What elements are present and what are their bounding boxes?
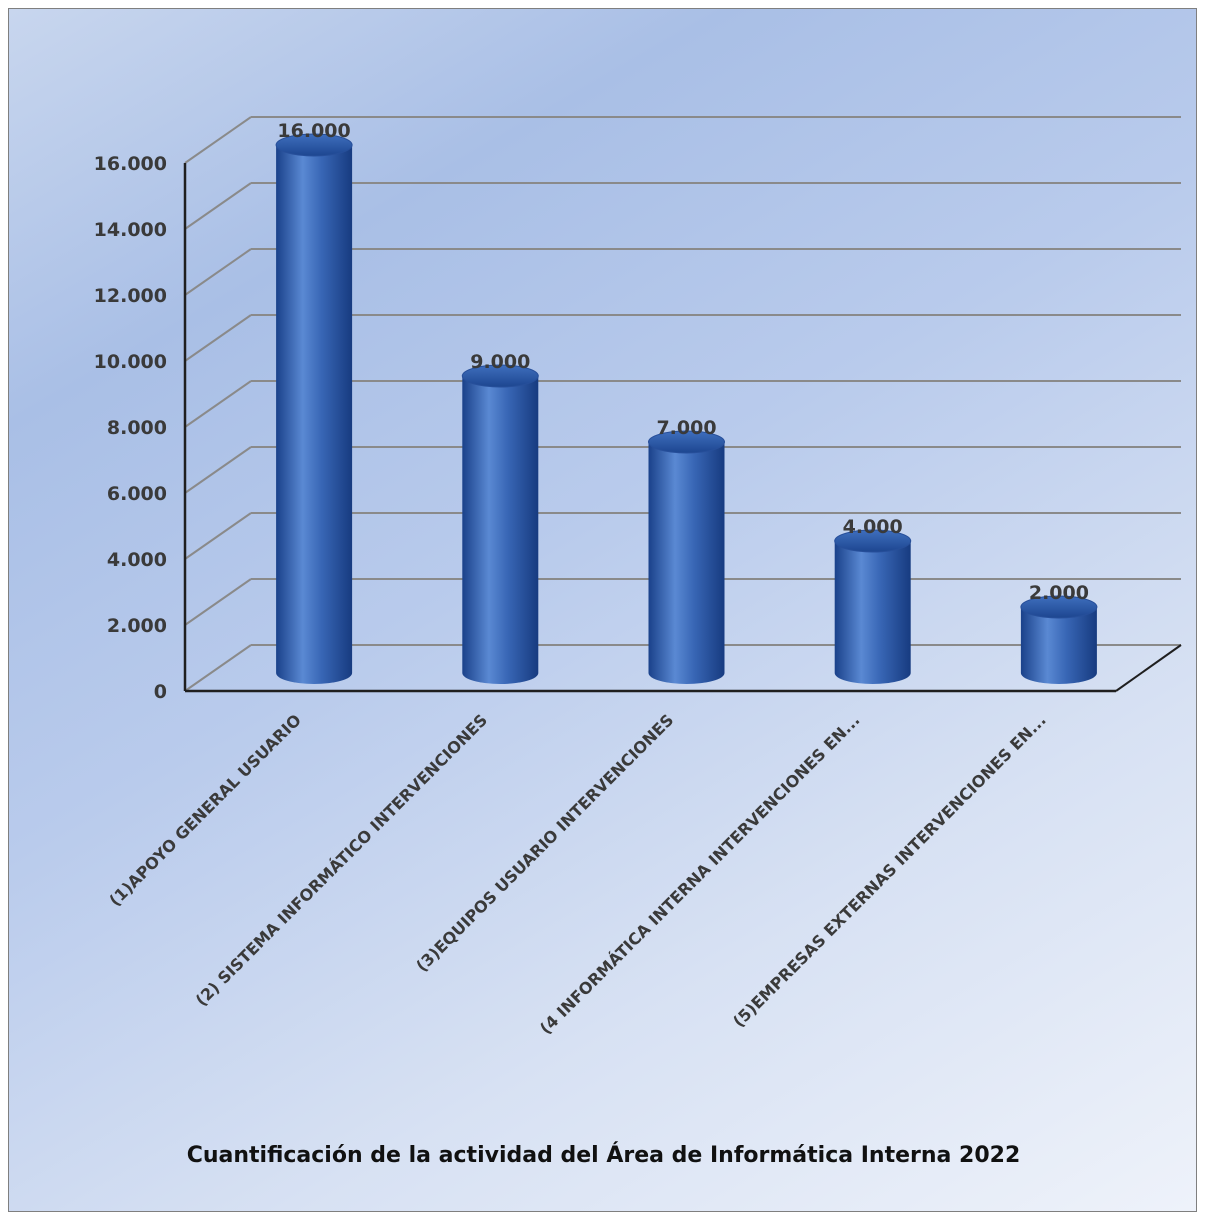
y-tick-label: 14.000 [94, 219, 167, 241]
bar [1020, 595, 1098, 685]
value-labels: 16.000 9.000 7.000 4.000 2.000 [277, 120, 1089, 604]
y-tick-label: 2.000 [107, 615, 167, 637]
bar [648, 430, 725, 685]
bar-cap [275, 133, 353, 157]
bar-cap [1020, 595, 1098, 619]
value-label: 7.000 [656, 417, 716, 439]
gridline-depth [184, 380, 252, 428]
bar-body [648, 442, 725, 685]
gridline-depth [184, 314, 252, 362]
category-label: (1)APOYO GENERAL USUARIO [105, 710, 305, 910]
gridline-depth [184, 578, 252, 626]
value-label: 2.000 [1029, 582, 1089, 604]
gridline-depth [184, 512, 252, 560]
value-label: 9.000 [470, 351, 530, 373]
gridline-depth [184, 446, 252, 494]
chart-frame: 0 2.000 4.000 6.000 8.000 10.000 12.000 14.000 1… [8, 8, 1197, 1212]
y-tick-label: 6.000 [107, 483, 167, 505]
y-tick-label: 4.000 [107, 549, 167, 571]
bar-body [834, 541, 911, 685]
bar-cap [648, 430, 725, 454]
bar [834, 529, 912, 685]
bars [275, 133, 1098, 685]
y-tick-label: 10.000 [94, 351, 167, 373]
gridline-depth [184, 116, 252, 164]
bar [461, 364, 539, 685]
bar [275, 133, 353, 685]
category-label: (4 INFORMÁTICA INTERNA INTERVENCIONES EN… [536, 710, 864, 1038]
y-tick-label: 8.000 [107, 417, 167, 439]
gridline-depth [184, 644, 252, 692]
bar-body [276, 145, 353, 685]
chart-plot: 0 2.000 4.000 6.000 8.000 10.000 12.000 14.000 1… [94, 116, 1182, 1038]
floor-edge [1115, 644, 1182, 692]
category-label: (5)EMPRESAS EXTERNAS INTERVENCIONES EN..… [729, 710, 1050, 1031]
bar-body [462, 376, 539, 685]
value-label: 16.000 [277, 120, 350, 142]
bar-cap [834, 529, 912, 553]
y-tick-label: 16.000 [94, 153, 167, 175]
bar-cap [461, 364, 539, 388]
value-label: 4.000 [843, 516, 903, 538]
bar-body [1020, 607, 1097, 685]
axes [183, 163, 1182, 693]
y-tick-label: 12.000 [94, 285, 167, 307]
y-axis-tick-labels: 0 2.000 4.000 6.000 8.000 10.000 12.000 14.000 1… [94, 153, 167, 703]
gridline-depth [184, 182, 252, 230]
chart-title: Cuantificación de la actividad del Área … [186, 1143, 1021, 1168]
y-tick-label: 0 [154, 681, 167, 703]
category-labels: (1)APOYO GENERAL USUARIO(2) SISTEMA INFO… [105, 710, 1049, 1038]
category-label: (2) SISTEMA INFORMÁTICO INTERVENCIONES [192, 710, 491, 1009]
gridline-depth [184, 248, 252, 296]
